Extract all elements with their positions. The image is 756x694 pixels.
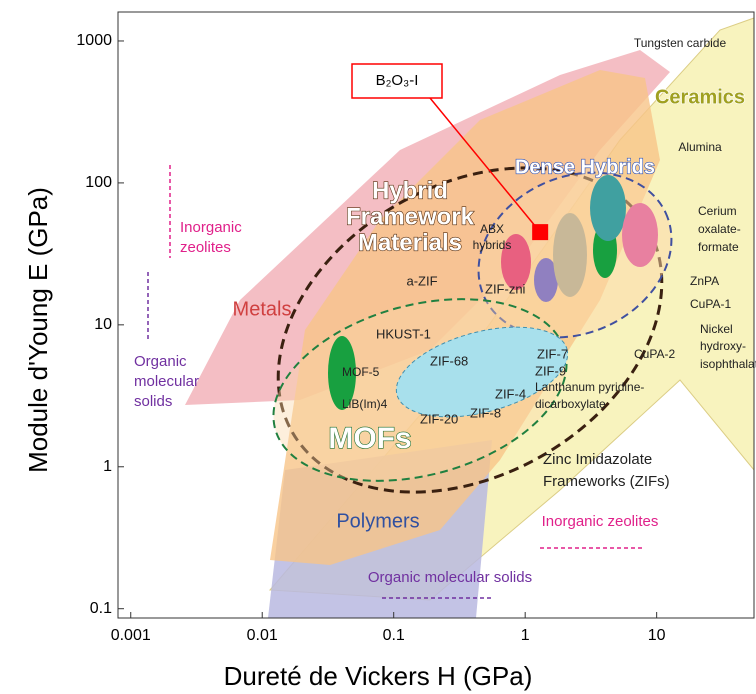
- mof5-region: [328, 336, 356, 410]
- x-tick-label: 1: [521, 627, 530, 644]
- annotation: Ceramics: [655, 86, 745, 108]
- y-tick-label: 1: [103, 458, 112, 475]
- annotation: Dense Hybrids: [515, 156, 655, 178]
- x-tick-label: 0.001: [111, 627, 151, 644]
- annotation: oxalate-: [698, 222, 741, 236]
- point: [532, 224, 549, 241]
- dense-blob: [622, 203, 658, 267]
- annotation: Organic molecular solids: [368, 569, 532, 586]
- y-tick-label: 100: [85, 174, 112, 191]
- x-tick-label: 0.1: [383, 627, 405, 644]
- y-tick-label: 1000: [76, 32, 112, 49]
- annotation: dicarboxylate: [535, 397, 606, 411]
- annotation: ZIF-zni: [485, 281, 526, 296]
- annotation: isophthalate: [700, 357, 756, 371]
- annotation: ZIF-7: [537, 346, 568, 361]
- arrows: [147, 165, 645, 599]
- annotation: Cerium: [698, 204, 737, 218]
- annotation: MOFs: [328, 422, 411, 455]
- annotation: ZIF-8: [470, 405, 501, 420]
- plot-frame: [117, 11, 755, 619]
- x-axis-label: Dureté de Vickers H (GPa): [224, 661, 533, 691]
- annotation: hybrids: [473, 238, 512, 252]
- y-tick-label: 10: [94, 316, 112, 333]
- point-label: B₂O₃-I: [376, 72, 419, 89]
- annotation: Inorganic zeolites: [542, 513, 659, 530]
- annotation: ZIF-4: [495, 386, 526, 401]
- y-tick-label: 0.1: [90, 600, 112, 617]
- annotation: formate: [698, 240, 739, 254]
- zif-region: [395, 326, 569, 418]
- regions: [185, 17, 755, 618]
- annotation: Polymers: [336, 510, 419, 532]
- dense-blob: [501, 234, 531, 290]
- annotation: ZIF-9: [535, 363, 566, 378]
- annotation: ABX: [480, 222, 504, 236]
- annotation: MOF-5: [342, 365, 380, 379]
- annotation: a-ZIF: [406, 273, 437, 288]
- dense-blob: [590, 175, 626, 241]
- annotation: ZnPA: [690, 274, 719, 288]
- annotation: zeolites: [180, 239, 231, 256]
- annotation: CuPA-1: [690, 297, 731, 311]
- annotation: ZIF-20: [420, 411, 458, 426]
- annotation: ZIF-68: [430, 353, 468, 368]
- annotation: Materials: [358, 229, 462, 256]
- annotation: Metals: [233, 298, 292, 320]
- annotation: HKUST-1: [376, 326, 431, 341]
- annotation: Lanthanum pyridine-: [535, 380, 644, 394]
- x-tick-label: 0.01: [247, 627, 278, 644]
- annotation: solids: [134, 393, 172, 410]
- annotation: CuPA-2: [634, 347, 675, 361]
- annotation: hydroxy-: [700, 339, 746, 353]
- dense-blob: [534, 258, 558, 302]
- annotation: molecular: [134, 373, 199, 390]
- callout-box: [351, 63, 443, 99]
- annotation: LiB(Im)4: [342, 397, 388, 411]
- annotation: Hybrid: [372, 177, 448, 204]
- annotation: Inorganic: [180, 219, 242, 236]
- annotation: Nickel: [700, 322, 733, 336]
- annotation: Framework: [346, 203, 475, 230]
- y-axis-label: Module d'Young E (GPa): [23, 187, 53, 473]
- annotation: Tungsten carbide: [634, 36, 727, 50]
- x-tick-label: 10: [648, 627, 666, 644]
- dense-blob: [553, 213, 587, 297]
- annotation: Organic: [134, 353, 187, 370]
- annotation: Alumina: [678, 140, 722, 154]
- annotation: Zinc Imidazolate: [543, 451, 652, 468]
- annotation: Frameworks (ZIFs): [543, 473, 670, 490]
- callout-line: [429, 97, 541, 233]
